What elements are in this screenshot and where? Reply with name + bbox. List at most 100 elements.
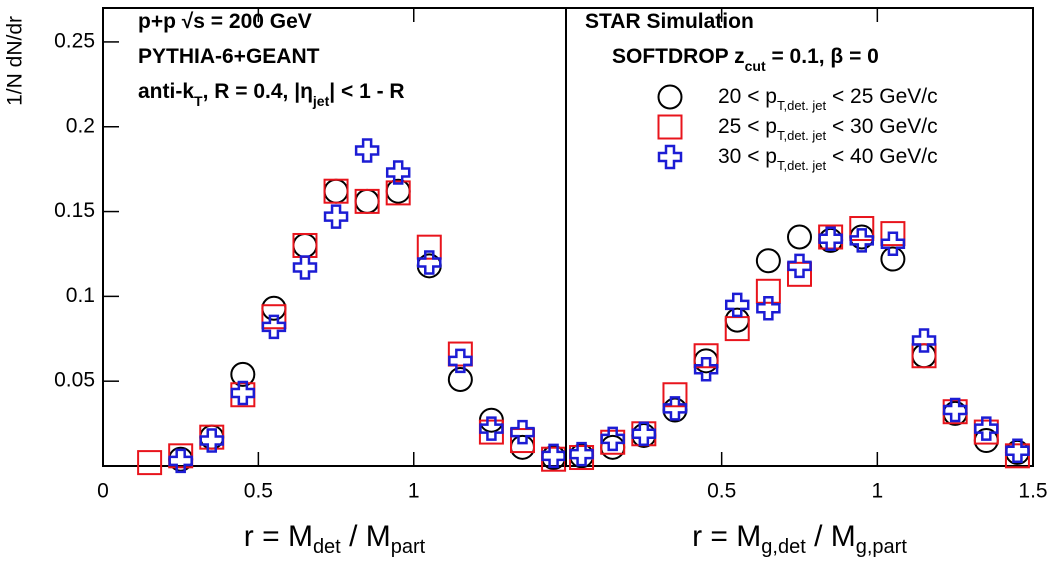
circle-marker (569, 443, 595, 469)
circle-marker (657, 84, 683, 110)
subscript: T,det. jet (777, 128, 827, 143)
y-tick-label: 0.05 (54, 369, 95, 392)
plot-frame (102, 7, 567, 467)
circle-marker (724, 307, 750, 333)
x-tick-label: 1.5 (1018, 480, 1047, 503)
x-axis-label: r = Mg,det / Mg,part (692, 520, 907, 558)
text-part: p+p √s = 200 GeV (138, 10, 312, 33)
circle-marker (354, 188, 380, 214)
circle-marker (323, 178, 349, 204)
subscript: g,det (761, 536, 806, 558)
plot-frame (565, 7, 1034, 467)
subscript: cut (745, 58, 766, 74)
cross-marker (911, 328, 937, 353)
circle-marker (693, 348, 719, 374)
circle-marker (631, 422, 657, 448)
cross-marker (942, 397, 968, 423)
text-part: r = M (244, 520, 313, 553)
square-marker (385, 180, 411, 206)
x-tick-label: 0.5 (707, 480, 736, 503)
circle-marker (292, 232, 318, 258)
cross-marker (230, 380, 256, 406)
cross-marker (199, 428, 225, 453)
square-marker (354, 188, 380, 214)
text-part: < 25 GeV/c (826, 85, 937, 108)
cross-marker (323, 204, 349, 229)
series (168, 178, 567, 472)
cross-marker (657, 144, 683, 170)
square-marker (787, 261, 812, 287)
cross-marker (880, 231, 906, 257)
circle-marker (911, 343, 937, 369)
cross-marker (292, 255, 318, 280)
cross-marker (385, 160, 411, 185)
square-marker (657, 114, 683, 140)
x-axis-label: r = Mdet / Mpart (244, 520, 426, 558)
cross-marker (849, 228, 875, 253)
cross-marker (541, 443, 566, 469)
y-tick-label: 0.2 (66, 114, 95, 137)
circle-marker (755, 248, 781, 274)
cross-marker (479, 416, 504, 441)
cross-marker (354, 138, 380, 163)
circle-marker (509, 434, 535, 460)
x-tick-label: 0.5 (244, 480, 273, 503)
square-marker (631, 421, 657, 447)
text-part: | < 1 - R (329, 80, 404, 103)
series (569, 226, 1030, 467)
text-part: < 40 GeV/c (826, 145, 937, 168)
legend-label: 30 < pT,det. jet < 40 GeV/c (718, 145, 938, 174)
cross-marker (600, 426, 625, 452)
x-tick-label: 0 (97, 480, 109, 503)
circle-marker (600, 434, 626, 460)
text-part: 25 < p (718, 115, 777, 138)
text-part: < 30 GeV/c (826, 115, 937, 138)
cross-marker (168, 448, 193, 474)
cross-marker (693, 357, 719, 382)
legend-label: 25 < pT,det. jet < 30 GeV/c (718, 115, 938, 144)
cross-marker (261, 314, 287, 340)
cross-marker (569, 441, 594, 467)
x-tick-label: 1 (871, 480, 883, 503)
square-marker (662, 382, 688, 408)
square-marker (261, 304, 287, 330)
text-part: / M (341, 520, 391, 553)
subscript: T (194, 93, 203, 109)
text-part: , R = 0.4, |η (203, 80, 313, 103)
text-part: 20 < p (718, 85, 777, 108)
y-axis-label: 1/N dN/dr (4, 16, 27, 106)
square-marker (880, 221, 906, 247)
cross-marker (1005, 438, 1030, 463)
circle-marker (787, 224, 812, 250)
subscript: part (391, 536, 426, 558)
y-tick-label: 0.15 (54, 199, 95, 222)
annotation: PYTHIA-6+GEANT (138, 45, 320, 68)
circle-marker (447, 366, 473, 392)
cross-marker (974, 416, 999, 441)
cross-marker (787, 253, 812, 279)
text-part: STAR Simulation (585, 10, 754, 33)
subscript: T,det. jet (777, 158, 827, 173)
square-marker (137, 450, 163, 476)
x-tick-label: 1 (408, 480, 420, 503)
cross-marker (662, 396, 688, 421)
square-marker (509, 428, 535, 454)
subscript: jet (312, 93, 330, 109)
circle-marker (880, 246, 906, 272)
text-part: / M (806, 520, 856, 553)
circle-marker (230, 361, 256, 387)
subscript: det (313, 536, 341, 558)
annotation: STAR Simulation (585, 10, 754, 33)
text-part: PYTHIA-6+GEANT (138, 45, 320, 68)
cross-marker (631, 421, 657, 447)
annotation: anti-kT, R = 0.4, |ηjet| < 1 - R (138, 80, 405, 109)
legend-label: 20 < pT,det. jet < 25 GeV/c (718, 85, 938, 114)
square-marker (693, 343, 719, 369)
square-marker (447, 341, 473, 367)
square-marker (323, 178, 349, 204)
text-part: 30 < p (718, 145, 777, 168)
cross-marker (818, 226, 843, 251)
square-marker (416, 234, 442, 260)
